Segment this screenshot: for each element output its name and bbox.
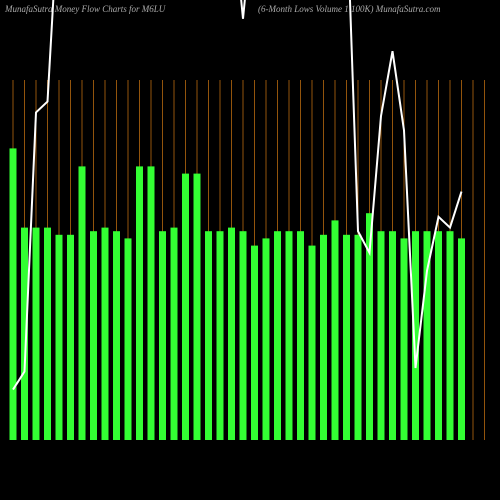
bar — [159, 231, 166, 440]
bar — [251, 245, 258, 440]
line — [12, 0, 463, 391]
bar — [262, 238, 270, 440]
bar — [101, 227, 109, 440]
bar — [182, 173, 189, 440]
bar — [354, 234, 362, 440]
bar — [320, 234, 327, 440]
bar — [67, 234, 74, 440]
bar — [193, 173, 201, 440]
bar — [78, 166, 86, 440]
bar — [136, 166, 143, 440]
bar — [400, 238, 408, 440]
bar — [147, 166, 155, 440]
bar — [124, 238, 132, 440]
bar — [331, 220, 339, 440]
bar — [44, 227, 51, 440]
bar — [205, 231, 212, 440]
bar — [343, 234, 350, 440]
bar — [446, 231, 454, 440]
bar — [21, 227, 28, 440]
bar — [9, 148, 17, 440]
bar — [412, 231, 419, 440]
bar — [297, 231, 304, 440]
bar — [216, 231, 224, 440]
bar — [170, 227, 178, 440]
bar — [113, 231, 120, 440]
bar — [423, 231, 431, 440]
chart-title: MunafaSutra Money Flow Charts for M6LU — [4, 4, 166, 14]
bar — [458, 238, 465, 440]
bar — [285, 231, 293, 440]
bar — [274, 231, 281, 440]
bar — [55, 234, 63, 440]
bar — [435, 231, 442, 440]
bar — [389, 231, 396, 440]
bar — [308, 245, 316, 440]
bar — [228, 227, 235, 440]
bar — [32, 227, 40, 440]
bar — [366, 213, 373, 440]
bar — [239, 231, 247, 440]
bar — [90, 231, 97, 440]
bar — [377, 231, 385, 440]
